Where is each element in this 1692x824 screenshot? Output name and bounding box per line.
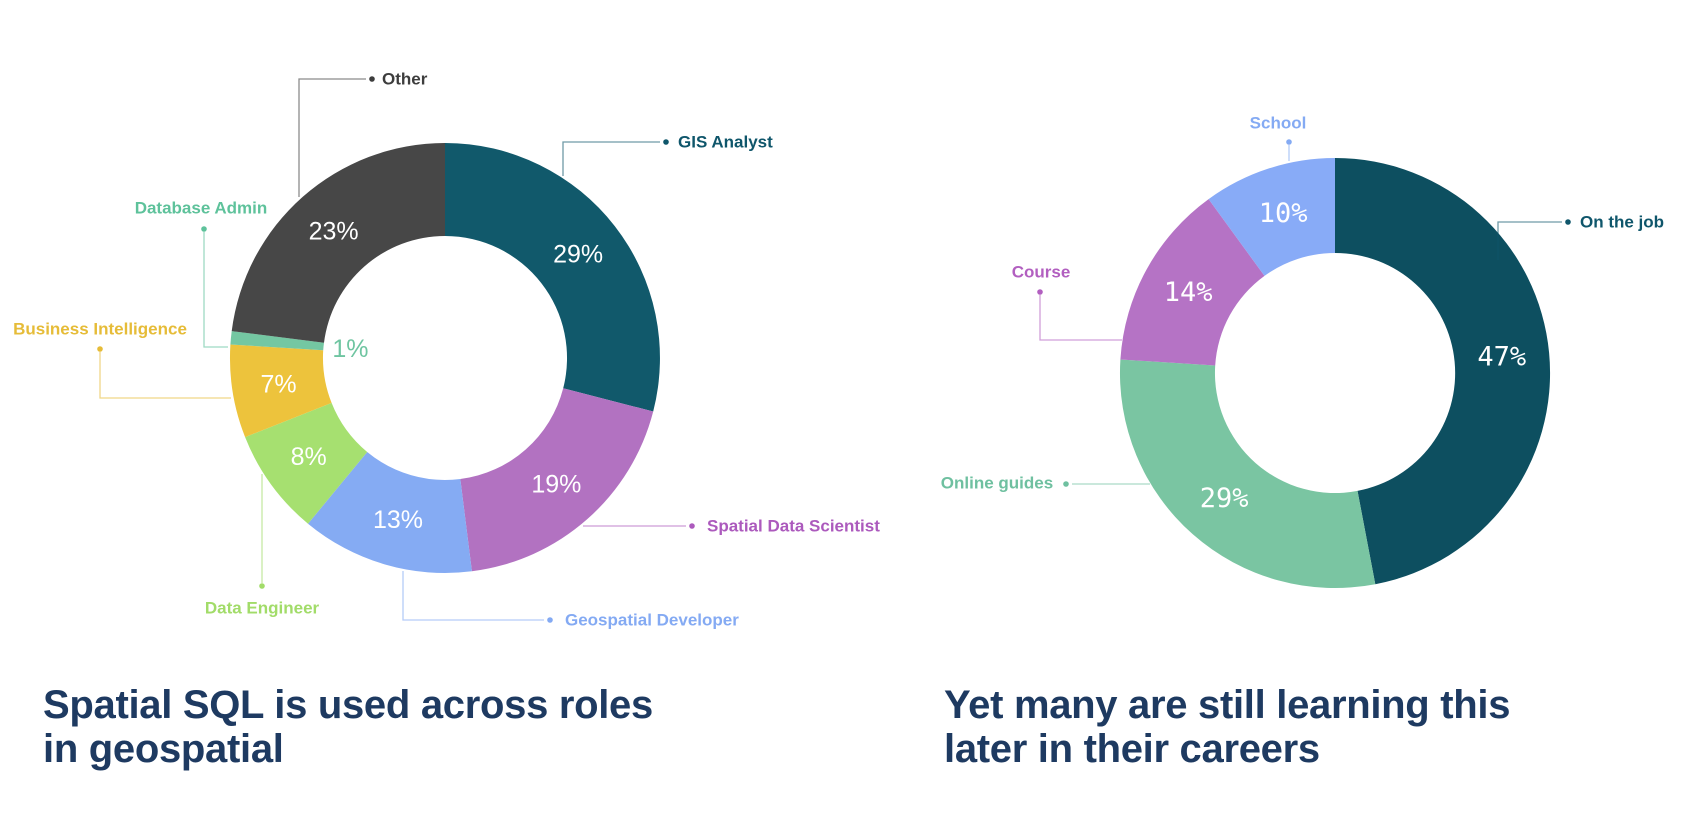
callout-line-business-intelligence xyxy=(99,352,231,399)
slice-gis-analyst xyxy=(445,143,660,412)
pct-label-on-the-job: 47% xyxy=(1477,342,1526,373)
slice-on-the-job xyxy=(1335,158,1551,585)
slice-other xyxy=(231,143,445,343)
callout-label-other: Other xyxy=(382,70,428,89)
callout-dot-data-engineer xyxy=(259,583,265,589)
callout-line-other xyxy=(298,78,366,197)
slice-spatial-data-scientist xyxy=(460,388,654,572)
callout-dot-business-intelligence xyxy=(97,346,103,352)
pct-label-data-engineer: 8% xyxy=(291,443,327,471)
callout-label-on-the-job: On the job xyxy=(1580,213,1664,232)
callout-line-database-admin xyxy=(203,232,228,348)
chart-title-learning-line1: Yet many are still learning this xyxy=(944,683,1511,727)
callout-dot-spatial-data-scientist xyxy=(689,523,695,529)
callout-dot-on-the-job xyxy=(1565,219,1571,225)
pct-label-online-guides: 29% xyxy=(1200,483,1249,514)
callout-label-database-admin: Database Admin xyxy=(135,199,268,218)
pct-label-gis-analyst: 29% xyxy=(553,241,603,269)
donut-chart-roles: 29% 19% 13% 8% 7% 1% 23% Other GIS Analyst Databa… xyxy=(13,70,880,630)
callout-line-geospatial-developer xyxy=(402,571,544,621)
callout-dot-other xyxy=(369,76,375,82)
slice-data-engineer xyxy=(245,402,368,524)
callout-label-business-intelligence: Business Intelligence xyxy=(13,320,187,339)
slice-geospatial-developer xyxy=(308,452,472,573)
slice-school xyxy=(1208,158,1335,276)
pct-label-other: 23% xyxy=(309,218,359,246)
callout-label-school: School xyxy=(1250,114,1307,133)
callout-dot-course xyxy=(1037,289,1043,295)
slice-business-intelligence xyxy=(229,344,332,438)
pct-label-course: 14% xyxy=(1164,277,1213,308)
callout-label-gis-analyst: GIS Analyst xyxy=(678,133,773,152)
chart-title-learning: Yet many are still learning this later i… xyxy=(944,683,1510,771)
slice-online-guides xyxy=(1119,359,1376,589)
slice-database-admin xyxy=(230,331,324,351)
callout-dot-online-guides xyxy=(1063,481,1069,487)
callout-line-course xyxy=(1039,295,1122,341)
pct-label-database-admin: 1% xyxy=(332,335,368,363)
chart-title-roles-line1: Spatial SQL is used across roles xyxy=(43,683,653,727)
pct-label-geospatial-developer: 13% xyxy=(373,506,423,534)
pct-label-school: 10% xyxy=(1259,198,1308,229)
callout-dot-geospatial-developer xyxy=(547,617,553,623)
pct-label-spatial-data-scientist: 19% xyxy=(531,470,581,498)
callout-dot-gis-analyst xyxy=(663,139,669,145)
chart-title-roles: Spatial SQL is used across roles in geos… xyxy=(43,683,653,771)
callout-label-spatial-data-scientist: Spatial Data Scientist xyxy=(707,517,880,536)
callout-label-data-engineer: Data Engineer xyxy=(205,599,320,618)
callout-line-on-the-job xyxy=(1497,221,1562,260)
callout-dot-database-admin xyxy=(201,226,207,232)
callout-label-course: Course xyxy=(1012,263,1071,282)
callout-label-online-guides: Online guides xyxy=(941,474,1053,493)
callout-line-gis-analyst xyxy=(562,141,660,176)
slice-course xyxy=(1120,199,1265,366)
donut-chart-learning: 47% 29% 14% 10% On the job School Course Online… xyxy=(941,114,1664,589)
callout-dot-school xyxy=(1286,139,1292,145)
callout-label-geospatial-developer: Geospatial Developer xyxy=(565,611,739,630)
pct-label-business-intelligence: 7% xyxy=(261,370,297,398)
chart-title-roles-line2: in geospatial xyxy=(43,727,284,771)
chart-title-learning-line2: later in their careers xyxy=(944,727,1320,771)
